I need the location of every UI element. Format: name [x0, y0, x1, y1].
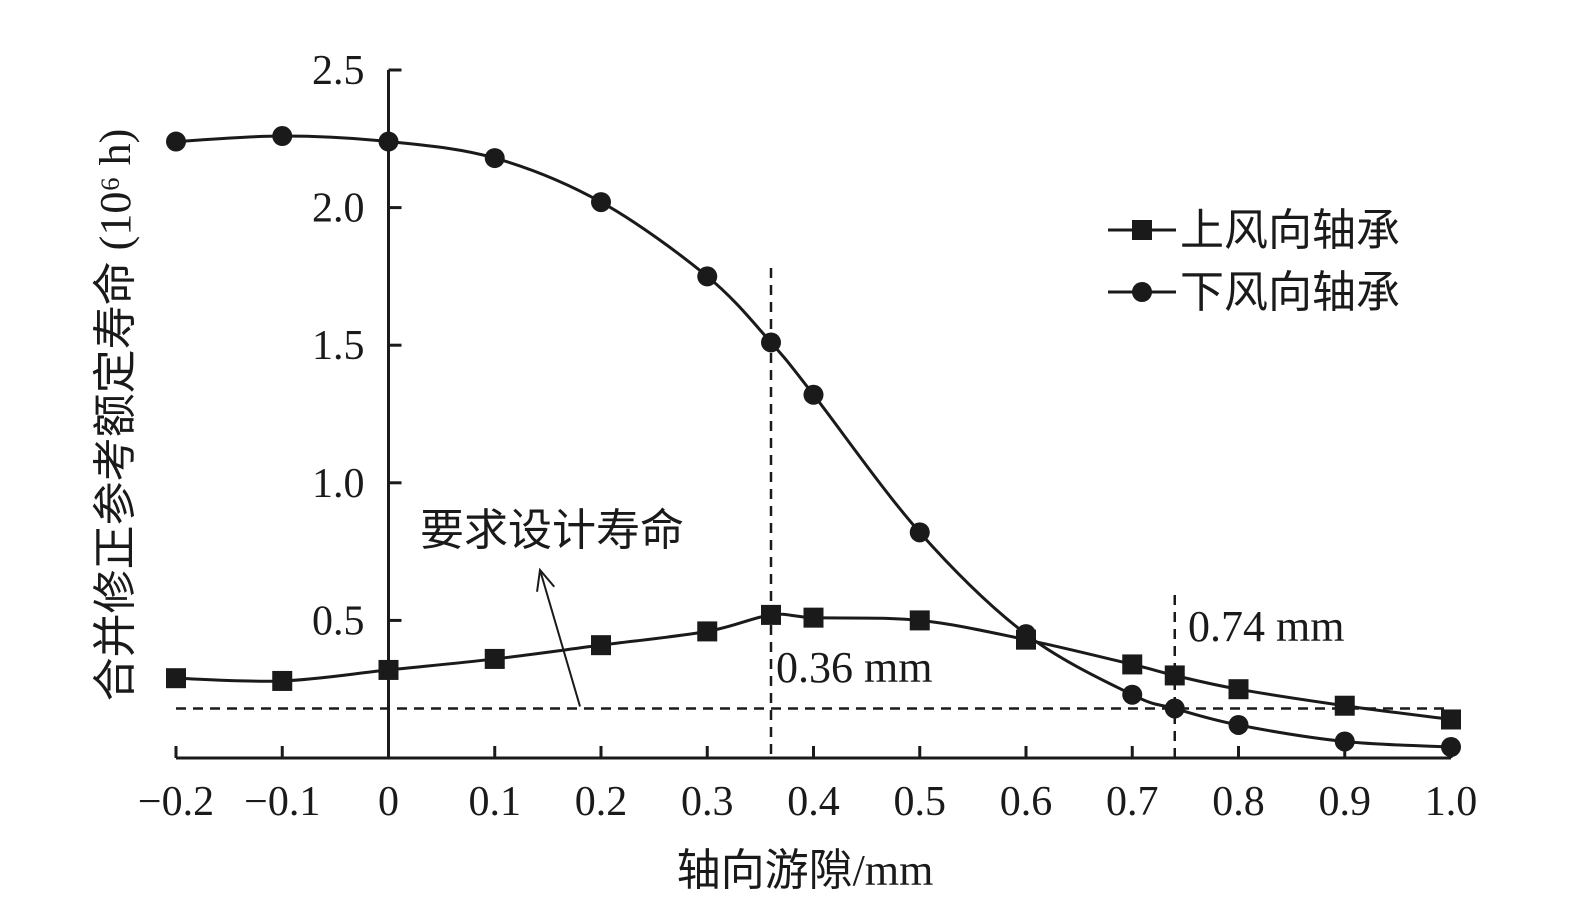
y-axis-title: 合并修正参考额定寿命 (10⁶ h)	[91, 129, 140, 702]
y-tick-label: 2.5	[312, 48, 365, 94]
data-point-circle	[761, 332, 781, 353]
data-point-circle	[1334, 731, 1355, 752]
x-tick-label: 0.9	[1319, 779, 1372, 825]
data-point-square	[591, 635, 611, 656]
tick-labels: −0.2 −0.1 0 0.1 0.2 0.3 0.4 0.5 0.6 0.7 0.8 0.9 1.0 0…	[138, 48, 1477, 825]
x-tick-label: 0.2	[575, 779, 628, 825]
data-point-circle	[166, 131, 186, 152]
data-point-square	[1122, 654, 1143, 675]
y-tick-label: 1.5	[312, 323, 365, 369]
x-tick-label: 0.7	[1106, 779, 1159, 825]
x-tick-label: 0.3	[681, 779, 734, 825]
data-point-circle	[1122, 684, 1143, 705]
legend-item-upwind: 上风向轴承	[1108, 206, 1400, 255]
data-point-square	[697, 621, 718, 642]
legend-square-marker	[1132, 220, 1152, 240]
data-point-circle	[697, 266, 718, 287]
reference-line-label: 要求设计寿命	[420, 506, 684, 555]
annotation-arrow	[539, 569, 581, 707]
marker-label-0: 0.36 mm	[776, 643, 932, 692]
series-upwind-bearing	[166, 604, 1461, 730]
data-point-circle	[803, 384, 824, 405]
legend-circle-marker	[1132, 282, 1152, 302]
legend-label-downwind: 下风向轴承	[1180, 268, 1400, 317]
axes	[174, 68, 1453, 760]
data-point-square	[761, 604, 781, 625]
x-tick-label: 0	[378, 779, 399, 825]
x-tick-label: 0.6	[1000, 779, 1053, 825]
x-axis-title: 轴向游隙/mm	[677, 846, 934, 895]
x-tick-label: 0.5	[894, 779, 947, 825]
data-point-circle	[484, 148, 505, 169]
legend: 上风向轴承 下风向轴承	[1108, 206, 1400, 317]
data-point-square	[803, 607, 824, 628]
data-point-square	[272, 670, 293, 691]
legend-label-upwind: 上风向轴承	[1180, 206, 1400, 255]
series-downwind-bearing	[166, 126, 1461, 757]
annotation-arrow-head	[536, 567, 556, 592]
data-point-circle	[1228, 714, 1249, 735]
x-tick-label: 1.0	[1425, 779, 1478, 825]
x-tick-label: 0.8	[1212, 779, 1265, 825]
y-tick-label: 2.0	[312, 186, 365, 232]
y-tick-label: 1.0	[312, 461, 365, 507]
data-point-circle	[591, 192, 611, 213]
data-point-square	[1228, 679, 1249, 700]
data-point-square	[166, 668, 186, 689]
x-tick-label: 0.1	[469, 779, 522, 825]
data-point-circle	[909, 522, 930, 543]
x-tick-label: 0.4	[787, 779, 840, 825]
data-point-circle	[1016, 624, 1036, 645]
marker-label-1: 0.74 mm	[1188, 602, 1344, 651]
series-layer	[166, 126, 1461, 757]
data-point-circle	[272, 126, 293, 147]
y-tick-label: 0.5	[312, 598, 365, 644]
data-point-square	[1164, 665, 1185, 686]
data-point-square	[909, 610, 930, 631]
legend-item-downwind: 下风向轴承	[1108, 268, 1400, 317]
x-tick-label: −0.1	[244, 779, 320, 825]
data-point-square	[1441, 709, 1461, 730]
data-point-circle	[1164, 698, 1185, 719]
data-point-square	[484, 648, 505, 669]
data-point-square	[1334, 695, 1355, 716]
x-tick-label: −0.2	[138, 779, 214, 825]
